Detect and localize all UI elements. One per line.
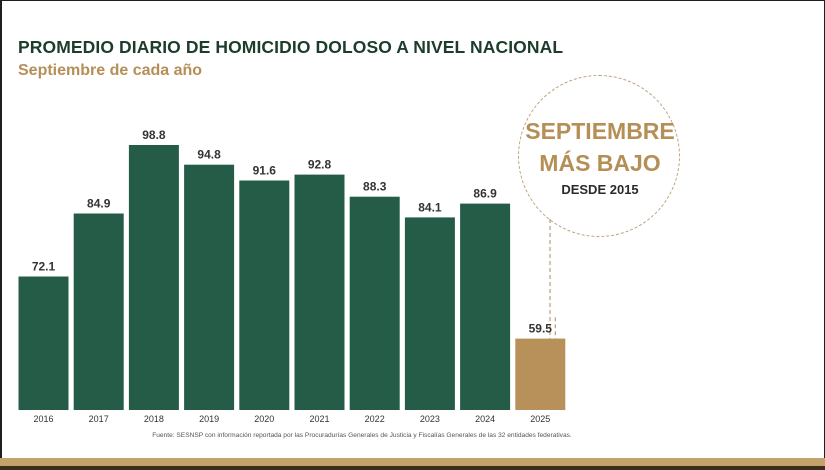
value-label-2021: 92.8	[308, 158, 332, 172]
tick-label-2024: 2024	[475, 414, 495, 424]
tick-label-2018: 2018	[144, 414, 164, 424]
tick-label-2025: 2025	[530, 414, 550, 424]
bar-2016	[18, 276, 69, 410]
value-label-2020: 91.6	[253, 164, 277, 178]
bar-2018	[128, 145, 179, 410]
bar-2019	[184, 164, 235, 410]
value-labels-layer: 72.1 84.9 98.8 94.8 91.6 92.8 88.3 84.1 86.9 59.5	[32, 128, 552, 336]
value-label-2016: 72.1	[32, 260, 56, 274]
dashed-connector	[549, 219, 556, 342]
bar-chart: 72.1 84.9 98.8 94.8 91.6 92.8 88.3 84.1 86.9 59.5…	[18, 128, 566, 424]
callout-badge: SEPTIEMBRE MÁS BAJO DESDE 2015	[518, 75, 680, 237]
tick-label-2022: 2022	[365, 414, 385, 424]
value-label-2024: 86.9	[473, 187, 497, 201]
tick-label-2023: 2023	[420, 414, 440, 424]
value-label-2017: 84.9	[87, 197, 111, 211]
dashed-connector-line	[549, 219, 556, 342]
badge-line-2: MÁS BAJO	[539, 150, 661, 176]
value-label-2018: 98.8	[142, 128, 166, 142]
source-note: Fuente: SESNSP con información reportada…	[152, 432, 572, 439]
tick-label-2020: 2020	[254, 414, 274, 424]
x-axis-tick-labels: 2016 2017 2018 2019 2020 2021 2022 2023 2024 2025	[33, 414, 550, 424]
tick-label-2019: 2019	[199, 414, 219, 424]
bar-2025	[515, 338, 566, 410]
value-label-2022: 88.3	[363, 180, 387, 194]
slide: PROMEDIO DIARIO DE HOMICIDIO DOLOSO A NI…	[2, 1, 824, 461]
tick-label-2017: 2017	[89, 414, 109, 424]
bars-layer	[18, 145, 566, 410]
chart-subtitle: Septiembre de cada año	[18, 62, 203, 79]
tick-label-2016: 2016	[33, 414, 53, 424]
bar-2022	[349, 196, 400, 410]
chart-title: PROMEDIO DIARIO DE HOMICIDIO DOLOSO A NI…	[18, 37, 564, 57]
bar-2023	[404, 217, 455, 410]
tick-label-2021: 2021	[309, 414, 329, 424]
bar-2021	[294, 174, 345, 410]
slide-bottom-shadow	[0, 466, 825, 470]
bar-2024	[460, 203, 511, 410]
bar-2017	[73, 213, 124, 410]
value-label-2025: 59.5	[529, 322, 553, 336]
badge-line-1: SEPTIEMBRE	[525, 118, 675, 144]
value-label-2019: 94.8	[197, 148, 221, 162]
value-label-2023: 84.1	[418, 200, 442, 214]
bar-2020	[239, 180, 290, 410]
badge-line-3: DESDE 2015	[561, 182, 639, 197]
